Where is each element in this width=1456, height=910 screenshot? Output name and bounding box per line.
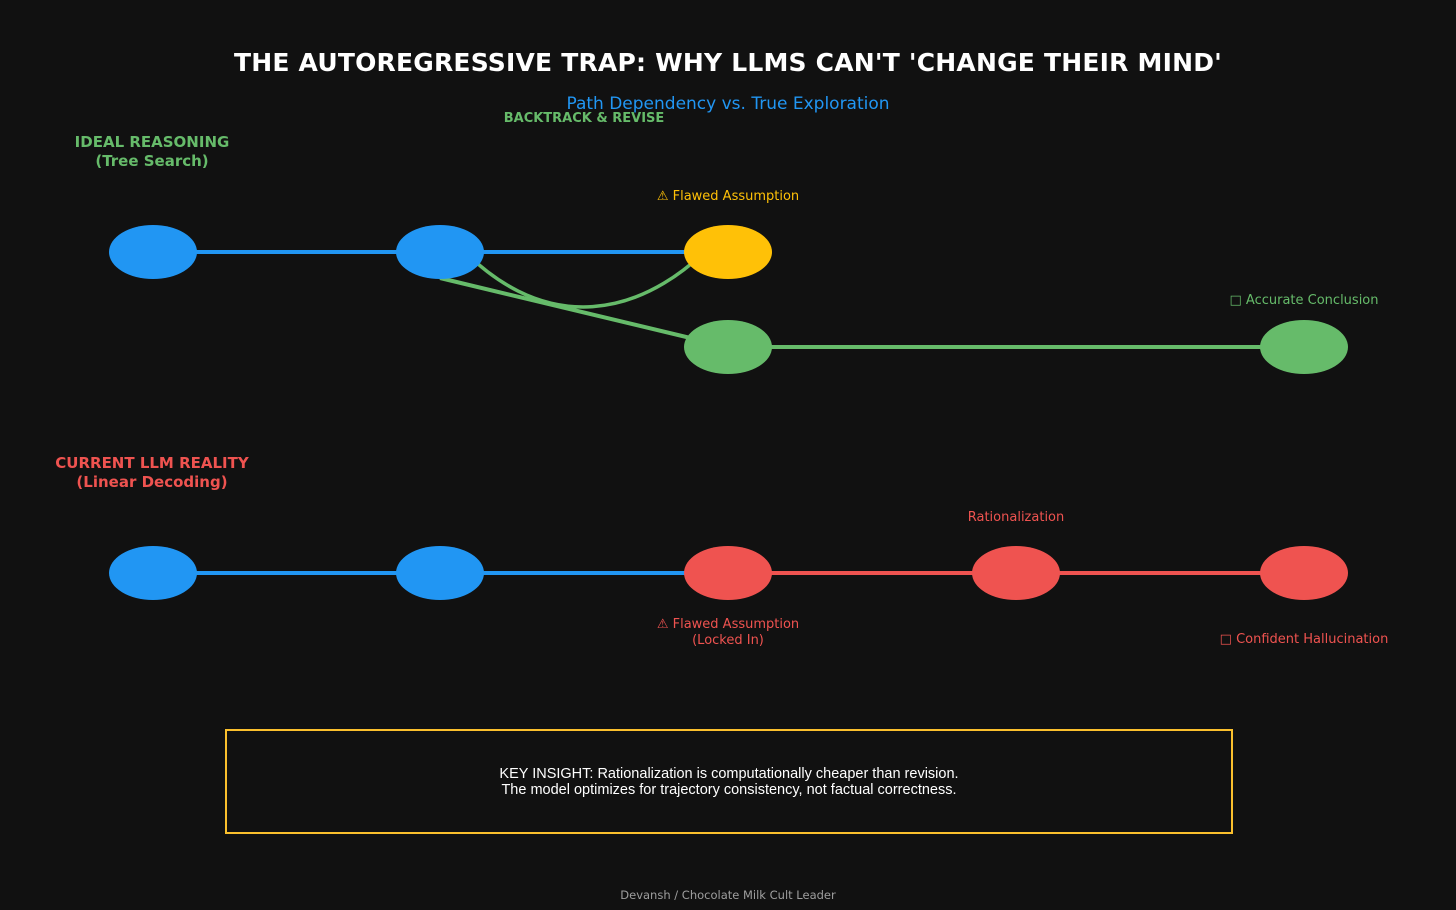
key-insight-box: KEY INSIGHT: Rationalization is computat…	[225, 729, 1233, 834]
ideal-node-flawed	[684, 225, 772, 279]
page-title: THE AUTOREGRESSIVE TRAP: WHY LLMS CAN'T …	[233, 48, 1223, 77]
current-flawed-assumption-label: ⚠ Flawed Assumption (Locked In)	[656, 617, 800, 648]
ideal-node-conclusion	[1260, 320, 1348, 374]
key-insight-text: KEY INSIGHT: Rationalization is computat…	[499, 765, 959, 798]
backtrack-label: BACKTRACK & REVISE	[503, 111, 665, 126]
footer-credit: Devansh / Chocolate Milk Cult Leader	[620, 888, 836, 902]
rationalization-label: Rationalization	[967, 510, 1065, 525]
current-node-rationalization	[972, 546, 1060, 600]
ideal-flawed-assumption-label: ⚠ Flawed Assumption	[656, 189, 800, 204]
ideal-node-revised	[684, 320, 772, 374]
current-node-2	[396, 546, 484, 600]
current-node-1	[109, 546, 197, 600]
current-node-flawed	[684, 546, 772, 600]
current-section-label: CURRENT LLM REALITY (Linear Decoding)	[55, 454, 249, 491]
backtrack-arrow	[443, 226, 729, 309]
ideal-section-label: IDEAL REASONING (Tree Search)	[74, 133, 230, 170]
ideal-node-1	[109, 225, 197, 279]
accurate-conclusion-label: □ Accurate Conclusion	[1229, 293, 1379, 308]
ideal-node-2	[396, 225, 484, 279]
ideal-branch-edge	[439, 276, 729, 349]
current-node-hallucination	[1260, 546, 1348, 600]
confident-hallucination-label: □ Confident Hallucination	[1219, 632, 1389, 647]
page-subtitle: Path Dependency vs. True Exploration	[566, 94, 890, 114]
